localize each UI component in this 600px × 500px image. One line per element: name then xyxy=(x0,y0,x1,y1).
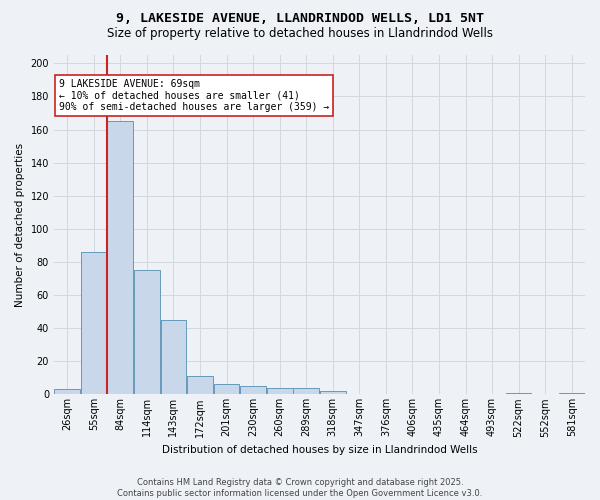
Y-axis label: Number of detached properties: Number of detached properties xyxy=(15,142,25,307)
Bar xyxy=(267,388,293,394)
Bar xyxy=(240,386,266,394)
Bar xyxy=(81,252,107,394)
Text: 9, LAKESIDE AVENUE, LLANDRINDOD WELLS, LD1 5NT: 9, LAKESIDE AVENUE, LLANDRINDOD WELLS, L… xyxy=(116,12,484,26)
Bar xyxy=(293,388,319,394)
Bar xyxy=(214,384,239,394)
Bar xyxy=(107,121,133,394)
Bar xyxy=(187,376,213,394)
Bar xyxy=(559,392,584,394)
Bar xyxy=(506,392,532,394)
X-axis label: Distribution of detached houses by size in Llandrindod Wells: Distribution of detached houses by size … xyxy=(161,445,477,455)
Bar xyxy=(134,270,160,394)
Bar xyxy=(55,390,80,394)
Text: Contains HM Land Registry data © Crown copyright and database right 2025.
Contai: Contains HM Land Registry data © Crown c… xyxy=(118,478,482,498)
Bar xyxy=(320,391,346,394)
Text: Size of property relative to detached houses in Llandrindod Wells: Size of property relative to detached ho… xyxy=(107,28,493,40)
Bar xyxy=(161,320,186,394)
Text: 9 LAKESIDE AVENUE: 69sqm
← 10% of detached houses are smaller (41)
90% of semi-d: 9 LAKESIDE AVENUE: 69sqm ← 10% of detach… xyxy=(59,79,329,112)
